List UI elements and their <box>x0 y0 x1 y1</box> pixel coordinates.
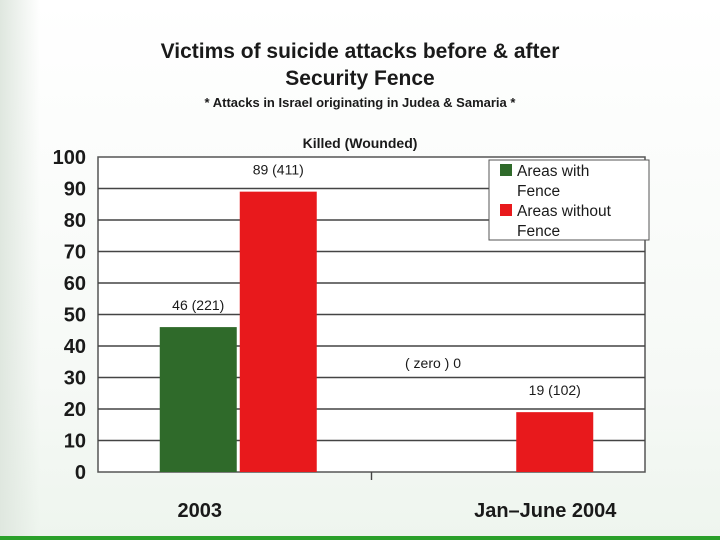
y-tick-label: 50 <box>64 305 86 327</box>
y-tick-label: 80 <box>64 210 86 232</box>
bottom-accent-rule <box>0 536 720 540</box>
bar <box>516 412 594 472</box>
bar <box>239 191 317 472</box>
chart-title-line-2: Security Fence <box>285 67 435 90</box>
legend-label: Areas with Fence <box>517 163 589 200</box>
legend-swatch <box>500 164 512 176</box>
y-tick-label: 20 <box>64 399 86 421</box>
data-label: ( zero ) 0 <box>405 355 461 371</box>
y-tick-label: 0 <box>75 462 86 484</box>
chart-title-line-1: Victims of suicide attacks before & afte… <box>160 40 560 63</box>
y-tick-label: 10 <box>64 431 86 453</box>
x-category-label: Jan–June 2004 <box>474 500 617 522</box>
y-tick-label: 70 <box>64 242 86 264</box>
left-edge-shade <box>0 0 40 540</box>
y-tick-label: 100 <box>53 147 86 169</box>
unit-label: Killed (Wounded) <box>302 135 418 151</box>
bar <box>159 327 237 472</box>
y-tick-label: 60 <box>64 273 86 295</box>
data-label: 46 (221) <box>172 297 224 313</box>
y-tick-label: 90 <box>64 179 86 201</box>
legend-swatch <box>500 204 512 216</box>
legend-label: Areas without Fence <box>517 203 612 240</box>
legend-box <box>488 159 650 241</box>
x-category-label: 2003 <box>178 500 223 522</box>
y-tick-label: 40 <box>64 336 86 358</box>
y-tick-label: 30 <box>64 368 86 390</box>
data-label: 19 (102) <box>529 382 581 398</box>
data-label: 89 (411) <box>253 162 304 178</box>
chart-subtitle: * Attacks in Israel originating in Judea… <box>204 95 516 110</box>
